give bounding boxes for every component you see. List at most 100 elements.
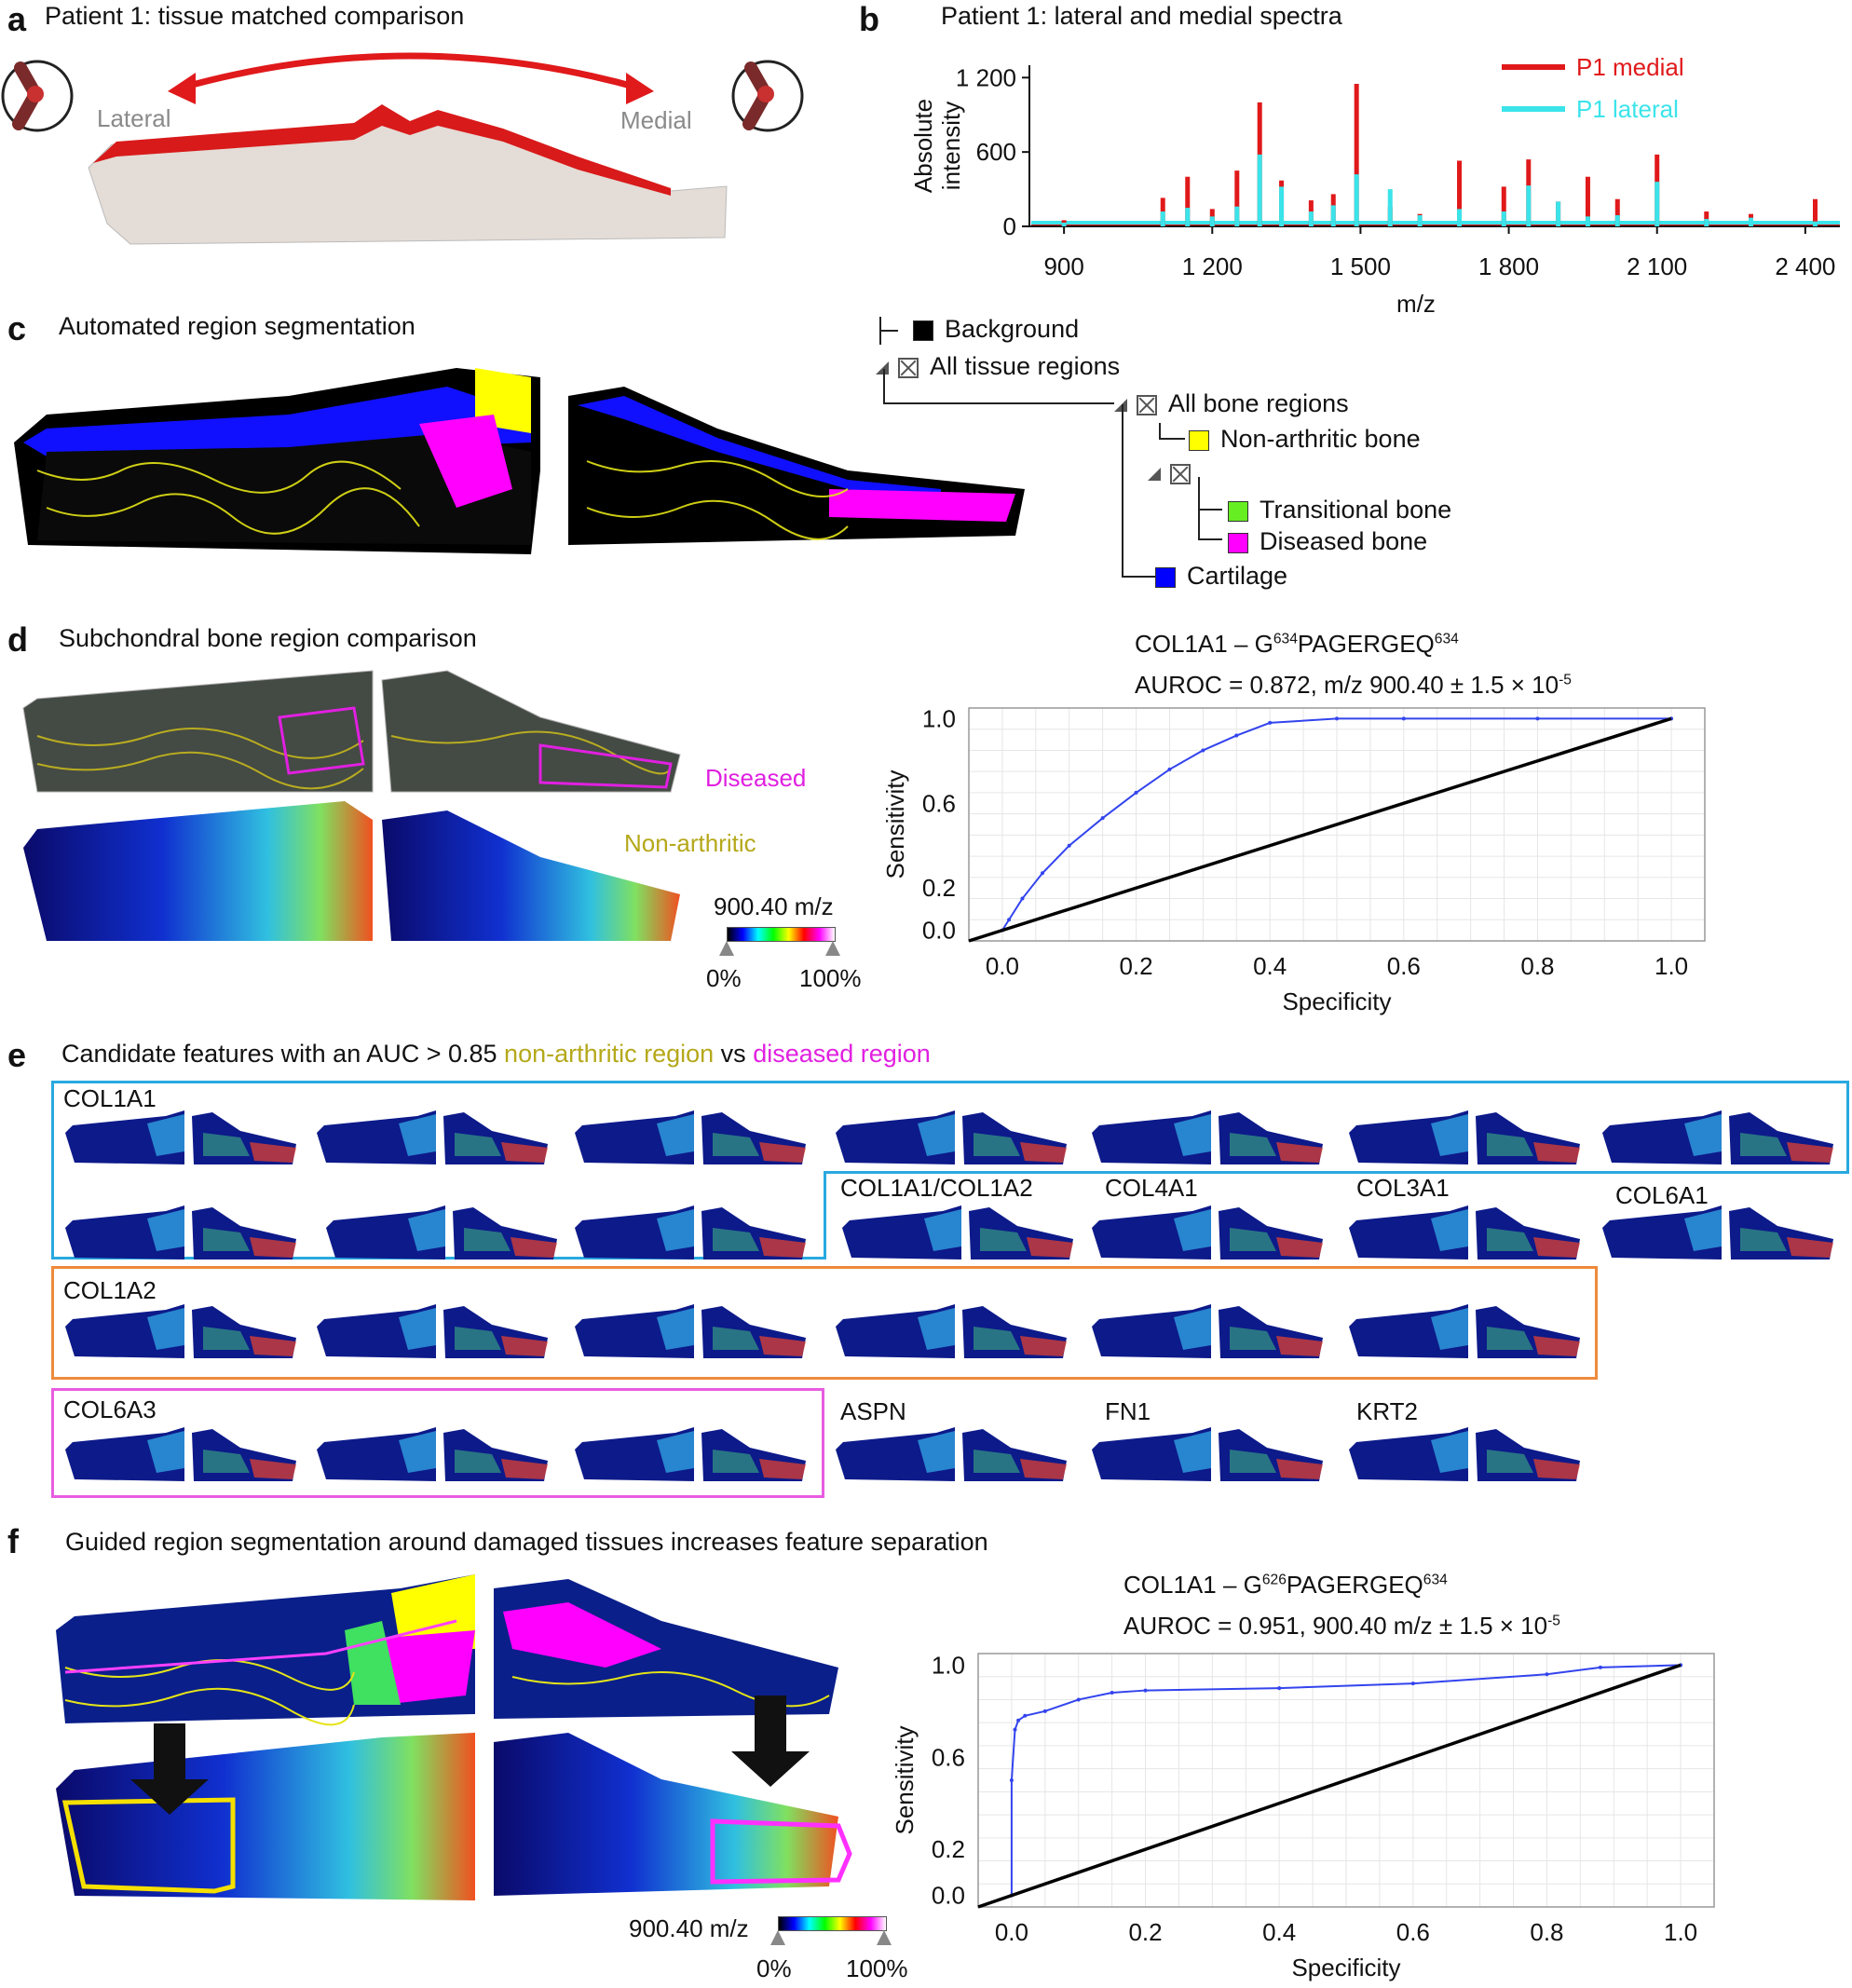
x-tick-label: 0.8: [1530, 1918, 1563, 1946]
feature-thumbnail: [317, 1304, 548, 1358]
plot-frame: [977, 1653, 1715, 1908]
feature-thumbnail: [575, 1427, 806, 1481]
panel-c-letter: c: [7, 309, 27, 347]
x-tick-label: 2 100: [1627, 252, 1687, 280]
legend-all-bone: All bone regions: [1114, 389, 1349, 418]
feature-thumbnail: [1092, 1110, 1323, 1164]
y-tick-label: 0.6: [932, 1743, 965, 1771]
y-tick-label: 600: [976, 138, 1016, 166]
x-tick-label: 0.6: [1387, 952, 1421, 980]
x-tick-label: 0.4: [1262, 1918, 1296, 1946]
x-tick-label: 1.0: [1655, 952, 1688, 980]
roc-auroc-f: AUROC = 0.951, 900.40 m/z ± 1.5 × 10-5: [1123, 1612, 1560, 1640]
feature-thumbnail: [1349, 1304, 1580, 1358]
panel-a-illustration: [1, 52, 728, 245]
roc-point: [1076, 1697, 1081, 1702]
legend-subgroup: [1148, 458, 1202, 487]
x-tick-label: 1.0: [1664, 1918, 1697, 1946]
roc-point: [1545, 1672, 1549, 1677]
x-tick-label: 0.4: [1253, 952, 1287, 980]
tree-line: [883, 369, 885, 402]
roc-chart-f: 0.0 0.2 0.6 1.0 0.0 0.2 0.4 0.6 0.8 1.0 Specificit…: [891, 1651, 1715, 1981]
scale-min-d: 0%: [706, 964, 742, 992]
feature-thumbnail: [1092, 1304, 1323, 1358]
label-col6a1: COL6A1: [1615, 1181, 1709, 1209]
col6a3-box: [51, 1388, 824, 1498]
x-tick-label: 0.0: [995, 1918, 1028, 1946]
scale-label-f: 900.40 m/z: [629, 1914, 749, 1942]
scale-max-f: 100%: [846, 1954, 908, 1982]
label-col1a1-col1a2: COL1A1/COL1A2: [840, 1174, 1033, 1202]
tree-line: [1159, 438, 1185, 440]
panel-a-title: Patient 1: tissue matched comparison: [45, 2, 465, 30]
tree-line: [1122, 576, 1155, 578]
feature-thumbnail: [1349, 1427, 1580, 1481]
knee-icon-left: [1, 60, 74, 132]
feature-thumbnail: [1349, 1110, 1580, 1164]
scale-markers-d: [719, 941, 840, 956]
scale-markers-f: [770, 1930, 892, 1945]
y-axis-label: Sensitivity: [891, 1725, 919, 1834]
y-tick-label: 0.2: [922, 874, 956, 902]
x-tick-label: 1 500: [1330, 252, 1391, 280]
reference-line: [968, 716, 1672, 943]
y-tick-label: 1 200: [956, 63, 1016, 91]
guided-segmentation-images: [56, 1574, 852, 1900]
roc-chart-d: 0.0 0.2 0.6 1.0 0.0 0.2 0.4 0.6 0.8 1.0 Specificit…: [881, 704, 1706, 1015]
feature-thumbnail: [65, 1110, 296, 1164]
y-tick-label: 1.0: [922, 704, 956, 732]
roc-point: [1007, 918, 1012, 922]
tree-line: [1122, 404, 1123, 576]
roc-title-d: COL1A1 – G634PAGERGEQ634: [1135, 630, 1459, 658]
feature-thumbnail: [65, 1427, 296, 1481]
x-tick-label: 0.6: [1396, 1918, 1430, 1946]
roc-point: [1100, 816, 1105, 821]
y-axis-label: Absolute: [909, 99, 937, 193]
panel-e-title: Candidate features with an AUC > 0.85 no…: [61, 1040, 931, 1068]
x-tick-label: 0.0: [986, 952, 1019, 980]
panel-b-letter: b: [859, 0, 879, 38]
y-axis-label-2: intensity: [937, 102, 965, 190]
label-aspn: ASPN: [840, 1397, 906, 1425]
feature-thumbnail: [575, 1110, 806, 1164]
legend-background: Background: [913, 315, 1079, 344]
label-krt2: KRT2: [1356, 1397, 1418, 1425]
double-arrow: [178, 52, 642, 92]
x-axis-label: m/z: [1396, 290, 1436, 317]
legend-non-arthritic: Non-arthritic bone: [1189, 425, 1421, 454]
x-tick-label: 0.2: [1119, 952, 1152, 980]
x-tick-label: 0.8: [1520, 952, 1554, 980]
feature-thumbnail: [65, 1304, 296, 1358]
col1a2-box: [51, 1266, 1598, 1380]
diseased-label: Diseased: [705, 764, 807, 792]
colorscale-bar-f: [778, 1916, 887, 1931]
roc-point: [1535, 716, 1540, 721]
y-tick-label: 0.2: [932, 1835, 965, 1863]
tree-line: [1198, 509, 1222, 511]
legend-cartilage: Cartilage: [1155, 562, 1287, 591]
scale-label-d: 900.40 m/z: [714, 892, 834, 920]
label-col4a1: COL4A1: [1105, 1174, 1198, 1202]
col1a1-box-step: [824, 1171, 1849, 1174]
feature-thumbnail: [1349, 1205, 1580, 1260]
roc-point: [1410, 1682, 1415, 1686]
roc-point: [1009, 1778, 1014, 1782]
feature-thumbnail: [836, 1427, 1067, 1481]
subchondral-images: [22, 670, 681, 941]
roc-point: [1598, 1665, 1602, 1669]
feature-thumbnail: [65, 1205, 296, 1260]
x-tick-label: 2 400: [1775, 252, 1835, 280]
feature-thumbnail: [836, 1110, 1067, 1164]
feature-thumbnail: [1602, 1110, 1833, 1164]
roc-point: [1020, 896, 1025, 901]
segmentation-image: [14, 368, 1025, 554]
roc-point: [1277, 1686, 1282, 1691]
roc-point: [1268, 720, 1273, 725]
feature-thumbnail: [575, 1304, 806, 1358]
label-fn1: FN1: [1105, 1397, 1151, 1425]
nonarthritic-label: Non-arthritic: [624, 829, 756, 857]
tree-line: [879, 330, 898, 332]
y-tick-label: 0.0: [932, 1882, 965, 1910]
y-axis-label: Sensitivity: [881, 769, 909, 878]
x-tick-label: 1 800: [1478, 252, 1539, 280]
